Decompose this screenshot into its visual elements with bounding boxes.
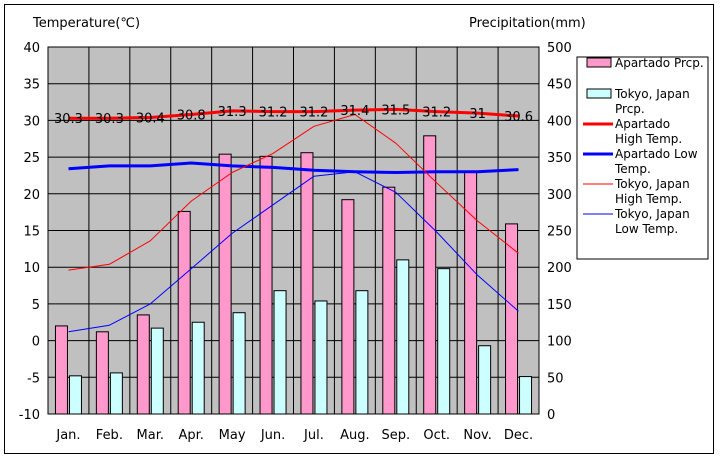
left-tick-label: 40 [23, 41, 40, 56]
temp-series-line [68, 161, 519, 174]
left-tick-label: 20 [23, 188, 40, 203]
left-tick-label: 0 [32, 335, 40, 350]
temp-data-label: 30.8 [177, 109, 206, 124]
data-labels: 30.3 30.3 30.4 30.8 31.3 31.2 31.2 31.4 31.5 31.2… [54, 103, 533, 127]
right-tick-label: 250 [547, 225, 572, 240]
x-tick-label: Aug. [340, 428, 370, 443]
chart-frame: Temperature(℃) Precipitation(mm) 30.3 30.… [4, 4, 714, 454]
legend-label: Apartado Low [615, 147, 698, 161]
precip-bar [355, 290, 369, 415]
x-tick-label: May [219, 428, 246, 443]
x-tick-label: Apr. [178, 428, 203, 443]
precip-bar [314, 300, 328, 415]
precip-bar [191, 321, 205, 415]
x-tick-label: Jun. [260, 428, 285, 443]
left-axis-ticks: -10 -5 0 5 10 15 20 25 30 35 40 [19, 41, 40, 423]
legend-label: High Temp. [615, 132, 682, 146]
legend-label: Low Temp. [615, 222, 678, 236]
right-axis-ticks: 0 50 100 150 200 250 300 350 400 450 500 [547, 41, 572, 423]
precip-bar [95, 331, 109, 415]
legend-label: Apartado Prcp. [615, 56, 704, 70]
x-tick-label: Mar. [137, 428, 164, 443]
temp-data-label: 30.3 [95, 112, 124, 127]
x-axis-ticks: Jan. Feb. Mar. Apr. May Jun. Jul. Aug. Sep. Oct. N… [55, 428, 533, 443]
right-tick-label: 350 [547, 151, 572, 166]
right-tick-label: 500 [547, 41, 572, 56]
temp-data-label: 31.5 [381, 103, 410, 118]
precip-bar [259, 155, 273, 415]
precip-bar [505, 223, 519, 415]
precip-bar [382, 186, 396, 415]
legend-label: Tokyo, Japan [614, 207, 690, 221]
precip-bar [136, 314, 150, 415]
left-tick-label: -10 [19, 408, 40, 423]
x-tick-label: Nov. [463, 428, 492, 443]
legend-swatch [586, 88, 612, 99]
x-tick-label: Oct. [423, 428, 450, 443]
precip-bar [54, 325, 68, 415]
precip-bar [464, 171, 478, 415]
right-tick-label: 450 [547, 78, 572, 93]
precip-bar [232, 312, 246, 415]
legend-label: High Temp. [615, 192, 682, 206]
right-tick-label: 50 [547, 371, 564, 386]
temp-series-line [68, 171, 519, 333]
temp-data-label: 30.4 [136, 111, 165, 126]
x-tick-label: Sep. [381, 428, 410, 443]
right-axis-title: Precipitation(mm) [469, 16, 586, 31]
right-tick-label: 400 [547, 114, 572, 129]
precip-bar [519, 376, 533, 415]
x-tick-label: Jul. [303, 428, 324, 443]
temp-series-line [68, 107, 519, 120]
legend-label: Temp. [614, 162, 651, 176]
climate-chart: Temperature(℃) Precipitation(mm) 30.3 30.… [19, 16, 709, 443]
legend-label: Tokyo, Japan [614, 87, 690, 101]
temp-data-label: 31.2 [259, 106, 288, 121]
left-tick-label: 5 [32, 298, 40, 313]
precip-bar [177, 210, 191, 415]
left-tick-label: -5 [27, 371, 40, 386]
temp-data-label: 31.2 [422, 106, 451, 121]
precip-bar [341, 199, 355, 415]
left-tick-label: 10 [23, 261, 40, 276]
temp-series-line [68, 114, 519, 271]
right-tick-label: 150 [547, 298, 572, 313]
precip-bars [54, 135, 533, 415]
temp-data-label: 30.6 [504, 110, 533, 125]
x-tick-label: Jan. [55, 428, 80, 443]
precip-bar [396, 259, 410, 415]
temp-data-label: 31 [469, 107, 486, 122]
right-tick-label: 200 [547, 261, 572, 276]
left-tick-label: 25 [23, 151, 40, 166]
temp-data-label: 31.2 [299, 106, 328, 121]
temp-data-label: 31.3 [218, 105, 247, 120]
right-tick-label: 0 [547, 408, 555, 423]
legend-label: Tokyo, Japan [614, 177, 690, 191]
x-tick-label: Dec. [504, 428, 533, 443]
precip-bar [109, 372, 123, 415]
left-tick-label: 35 [23, 78, 40, 93]
left-axis-title: Temperature(℃) [32, 16, 140, 31]
legend-swatch [586, 57, 612, 68]
temp-data-label: 30.3 [54, 112, 83, 127]
precip-bar [300, 152, 314, 415]
temp-lines [68, 107, 519, 333]
x-tick-label: Feb. [96, 428, 123, 443]
left-tick-label: 30 [23, 114, 40, 129]
legend-label: Prcp. [615, 102, 645, 116]
precip-bar [273, 290, 287, 415]
temp-data-label: 31.4 [340, 104, 369, 119]
precip-bar [218, 153, 232, 415]
left-tick-label: 15 [23, 225, 40, 240]
precip-bar [68, 375, 82, 415]
precip-bar [478, 345, 492, 415]
precip-bar [150, 327, 164, 415]
precip-bar [437, 268, 451, 415]
right-tick-label: 100 [547, 335, 572, 350]
right-tick-label: 300 [547, 188, 572, 203]
precip-bar [423, 135, 437, 415]
grid-lines [48, 46, 539, 415]
legend-label: Apartado [615, 117, 670, 131]
legend: Apartado Prcp.Tokyo, JapanPrcp.ApartadoH… [576, 56, 709, 260]
